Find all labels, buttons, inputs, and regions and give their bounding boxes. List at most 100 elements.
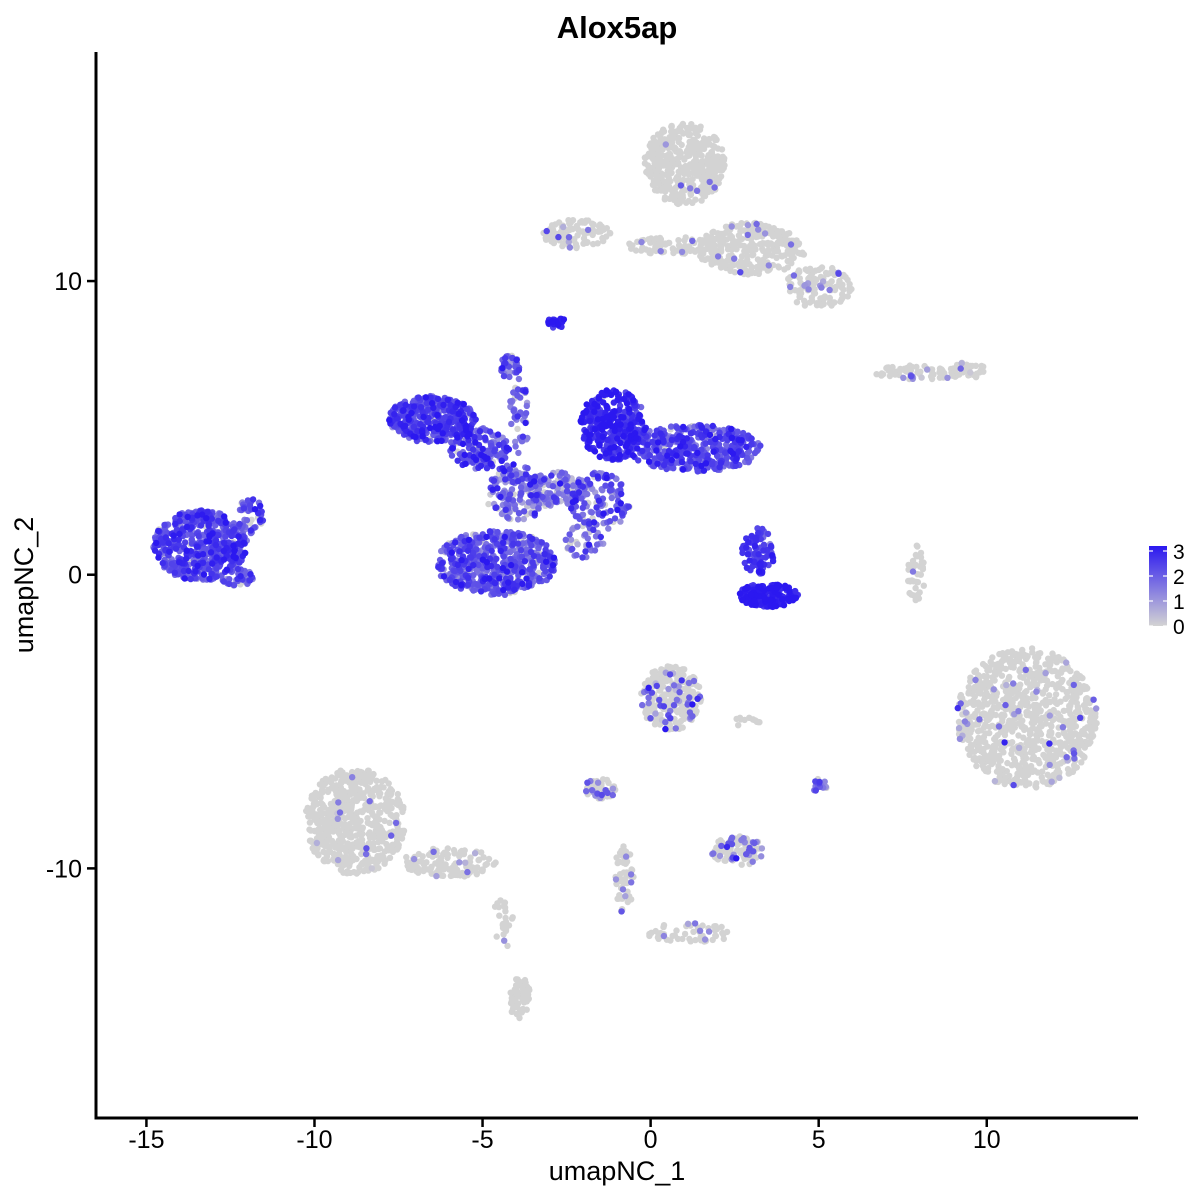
data-point xyxy=(718,923,725,931)
data-point xyxy=(684,125,691,132)
data-point xyxy=(677,197,684,205)
data-point xyxy=(826,299,833,307)
data-point xyxy=(979,660,987,668)
data-point xyxy=(749,858,756,865)
data-point xyxy=(989,722,996,729)
data-point xyxy=(995,723,1003,730)
data-point xyxy=(708,237,715,244)
data-point xyxy=(322,831,329,838)
data-point xyxy=(1015,765,1023,772)
data-point xyxy=(718,146,726,153)
data-point xyxy=(584,226,592,234)
data-point xyxy=(733,223,740,230)
data-point xyxy=(818,284,825,291)
data-point xyxy=(689,713,696,720)
data-point xyxy=(313,839,321,847)
data-point xyxy=(309,793,316,800)
data-point xyxy=(1076,673,1084,680)
data-point xyxy=(1063,659,1070,666)
data-point xyxy=(654,157,661,164)
data-point xyxy=(973,757,980,764)
data-point xyxy=(444,845,451,852)
data-point xyxy=(767,240,775,247)
data-point xyxy=(674,935,682,943)
data-point xyxy=(705,152,712,159)
data-point xyxy=(967,735,974,742)
data-point xyxy=(1028,645,1036,652)
data-point xyxy=(678,141,685,149)
data-point xyxy=(752,246,759,253)
data-point xyxy=(751,839,758,847)
data-point xyxy=(699,256,706,263)
data-point xyxy=(889,363,896,371)
data-point xyxy=(306,819,314,826)
data-point xyxy=(357,817,364,825)
data-point xyxy=(979,363,986,370)
data-point xyxy=(1023,688,1030,695)
data-point xyxy=(839,291,846,298)
data-point xyxy=(1002,701,1009,709)
data-point xyxy=(672,725,679,732)
data-point xyxy=(573,551,580,559)
data-point xyxy=(1057,679,1065,686)
data-point xyxy=(359,825,366,832)
data-point xyxy=(700,145,708,153)
data-point xyxy=(1020,734,1027,741)
data-point xyxy=(348,850,355,857)
data-point xyxy=(1033,688,1040,695)
data-point xyxy=(804,267,811,274)
data-point xyxy=(715,179,722,187)
data-point xyxy=(652,143,659,150)
data-point xyxy=(746,844,753,852)
data-point xyxy=(751,449,759,457)
data-point xyxy=(917,549,925,557)
data-point xyxy=(999,650,1006,657)
data-point xyxy=(961,718,969,725)
data-point xyxy=(334,815,341,822)
data-point xyxy=(1039,777,1046,785)
data-point xyxy=(1037,650,1044,657)
data-point xyxy=(712,135,719,142)
data-point xyxy=(1052,691,1060,698)
data-point xyxy=(738,253,746,260)
data-point xyxy=(742,260,749,267)
data-point xyxy=(366,798,373,805)
data-point xyxy=(689,145,697,152)
data-point xyxy=(334,856,342,864)
data-point xyxy=(381,817,388,825)
data-point xyxy=(698,175,706,182)
data-point xyxy=(916,589,923,596)
data-point xyxy=(1070,750,1078,757)
data-point xyxy=(986,754,993,762)
data-point xyxy=(667,937,674,944)
data-point xyxy=(345,802,353,810)
data-point xyxy=(1010,755,1018,762)
data-point xyxy=(701,137,709,145)
data-point xyxy=(387,786,394,793)
data-point xyxy=(582,217,590,224)
data-point xyxy=(517,484,525,491)
data-point xyxy=(659,146,666,153)
data-point xyxy=(669,157,676,164)
data-point xyxy=(826,294,833,302)
data-point xyxy=(704,188,712,196)
data-point xyxy=(912,551,920,559)
data-point xyxy=(353,870,360,877)
data-point xyxy=(1010,680,1017,687)
data-point xyxy=(761,230,769,237)
data-point xyxy=(620,880,627,887)
data-point xyxy=(805,286,812,293)
data-point xyxy=(1073,699,1081,707)
data-point xyxy=(684,920,692,927)
data-point xyxy=(315,831,323,838)
data-point xyxy=(1006,717,1013,724)
data-point xyxy=(368,865,375,872)
data-point xyxy=(386,854,394,861)
data-point xyxy=(638,238,645,246)
data-point xyxy=(662,141,669,148)
data-point xyxy=(873,371,880,378)
data-point xyxy=(728,233,736,241)
data-point xyxy=(461,847,468,854)
data-point xyxy=(1056,774,1063,781)
data-point xyxy=(654,131,662,138)
